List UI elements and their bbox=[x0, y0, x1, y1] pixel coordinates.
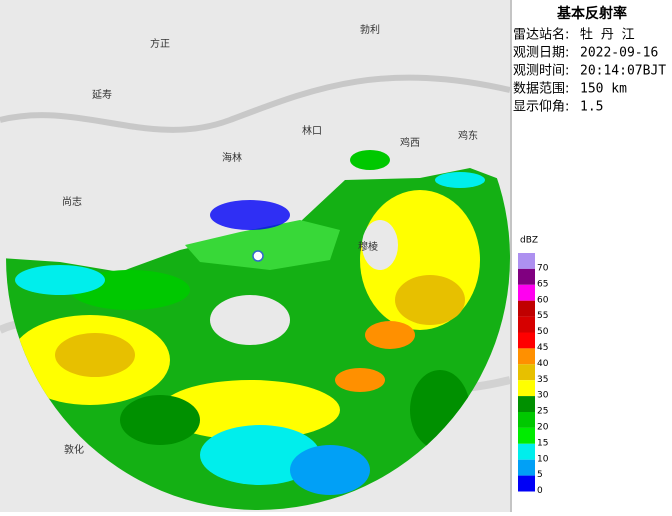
info-label: 雷达站名: bbox=[513, 27, 569, 43]
legend-unit: dBZ bbox=[520, 236, 538, 246]
radar-echo bbox=[6, 168, 510, 510]
legend-swatch bbox=[518, 364, 535, 381]
legend-label: 15 bbox=[537, 438, 548, 448]
legend-label: 20 bbox=[537, 423, 549, 433]
info-label: 数据范围: bbox=[513, 82, 569, 97]
legend-swatch bbox=[518, 253, 535, 269]
place-label: 林口 bbox=[302, 124, 322, 137]
legend-swatch bbox=[518, 427, 535, 444]
place-label: 海林 bbox=[222, 151, 242, 164]
legend-swatch bbox=[518, 268, 535, 285]
legend-swatch bbox=[518, 459, 535, 476]
legend-label: 45 bbox=[537, 343, 548, 353]
legend-swatch bbox=[518, 475, 535, 492]
legend-swatch bbox=[518, 348, 535, 365]
legend-label: 5 bbox=[537, 470, 543, 480]
legend-label: 50 bbox=[537, 327, 549, 337]
legend-label: 65 bbox=[537, 279, 548, 289]
info-value: 1.5 bbox=[580, 100, 603, 115]
place-label: 方正 bbox=[150, 37, 170, 50]
legend-swatch bbox=[518, 332, 535, 349]
info-label: 显示仰角: bbox=[513, 100, 569, 115]
info-value: 20:14:07BJT bbox=[580, 64, 666, 79]
legend-swatch bbox=[518, 316, 535, 333]
place-label: 敦化 bbox=[64, 443, 84, 456]
legend-label: 60 bbox=[537, 295, 549, 305]
radar-site bbox=[252, 250, 264, 262]
legend-label: 30 bbox=[537, 391, 549, 401]
legend-label: 70 bbox=[537, 264, 549, 274]
legend-label: 40 bbox=[537, 359, 549, 369]
place-label: 鸡东 bbox=[458, 129, 478, 142]
info-value: 2022-09-16 bbox=[580, 46, 658, 61]
place-label: 延寿 bbox=[92, 88, 112, 101]
title: 基本反射率 bbox=[557, 5, 627, 22]
place-label: 尚志 bbox=[62, 195, 82, 208]
legend-swatch bbox=[518, 443, 535, 460]
info-value: 牡 丹 江 bbox=[580, 28, 635, 43]
info-value: 150 km bbox=[580, 82, 627, 97]
place-label: 鸡西 bbox=[400, 136, 420, 149]
legend-label: 35 bbox=[537, 375, 548, 385]
place-label: 勃利 bbox=[360, 23, 380, 36]
legend-swatch bbox=[518, 300, 535, 317]
legend-swatch bbox=[518, 284, 535, 301]
legend-swatch bbox=[518, 396, 535, 412]
legend-label: 10 bbox=[537, 454, 549, 464]
legend-label: 55 bbox=[537, 311, 548, 321]
info-label: 观测日期: bbox=[513, 46, 569, 61]
legend-swatch bbox=[518, 412, 535, 428]
legend-label: 25 bbox=[537, 407, 548, 417]
legend-swatch bbox=[518, 380, 535, 397]
info-label: 观测时间: bbox=[513, 64, 569, 79]
place-label: 穆棱 bbox=[358, 240, 378, 253]
legend-label: 0 bbox=[537, 486, 543, 496]
